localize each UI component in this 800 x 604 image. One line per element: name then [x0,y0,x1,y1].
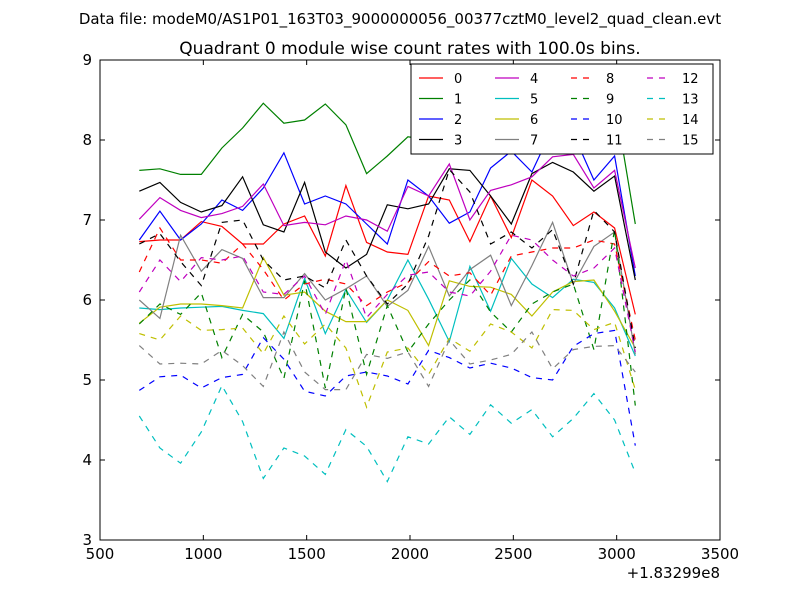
x-tick-label: 1000 [184,545,222,563]
legend-label-8: 8 [606,72,614,87]
series-line-4 [138,153,636,269]
y-tick-label: 6 [82,291,92,309]
x-tick-label: 3000 [598,545,636,563]
legend-label-15: 15 [682,134,699,149]
x-offset-label: +1.83299e8 [627,564,720,582]
x-tick-label: 1500 [288,545,326,563]
chart-title: Quadrant 0 module wise count rates with … [179,39,640,59]
legend-label-7: 7 [530,134,538,149]
legend-label-6: 6 [530,113,538,128]
x-tick-label: 2500 [494,545,532,563]
legend-label-10: 10 [606,113,623,128]
series-line-9 [138,229,636,406]
series-line-8 [138,226,636,341]
legend-label-12: 12 [682,72,699,87]
legend-label-13: 13 [682,93,699,108]
series-line-6 [138,256,636,349]
axis-ticks: 500 1000 1500 2000 2500 3000 3500 3 4 5 6 7 8 9 [82,51,739,563]
y-tick-label: 7 [82,211,92,229]
legend-label-14: 14 [682,113,699,128]
series-line-12 [138,234,636,353]
series-line-3 [139,161,636,281]
figure-suptitle: Data file: modeM0/AS1P01_163T03_90000000… [79,10,721,29]
legend-label-5: 5 [530,93,538,108]
y-tick-label: 5 [82,371,92,389]
y-tick-label: 8 [82,131,92,149]
legend-label-9: 9 [606,93,614,108]
series-layer [138,64,636,483]
legend-label-11: 11 [606,134,623,149]
series-line-15 [138,330,636,391]
y-tick-label: 3 [82,531,92,549]
series-line-0 [139,179,636,315]
legend-label-1: 1 [454,93,462,108]
legend-label-2: 2 [454,113,462,128]
y-tick-label: 4 [82,451,92,469]
y-tick-label: 9 [82,51,92,69]
legend-label-4: 4 [530,72,538,87]
series-line-11 [139,168,636,349]
legend-label-0: 0 [454,72,462,87]
x-tick-label: 2000 [391,545,429,563]
x-tick-label: 500 [86,545,115,563]
series-line-13 [138,384,636,483]
legend-label-3: 3 [454,134,462,149]
series-line-14 [139,308,636,409]
x-tick-label: 3500 [701,545,739,563]
series-line-10 [138,329,636,446]
